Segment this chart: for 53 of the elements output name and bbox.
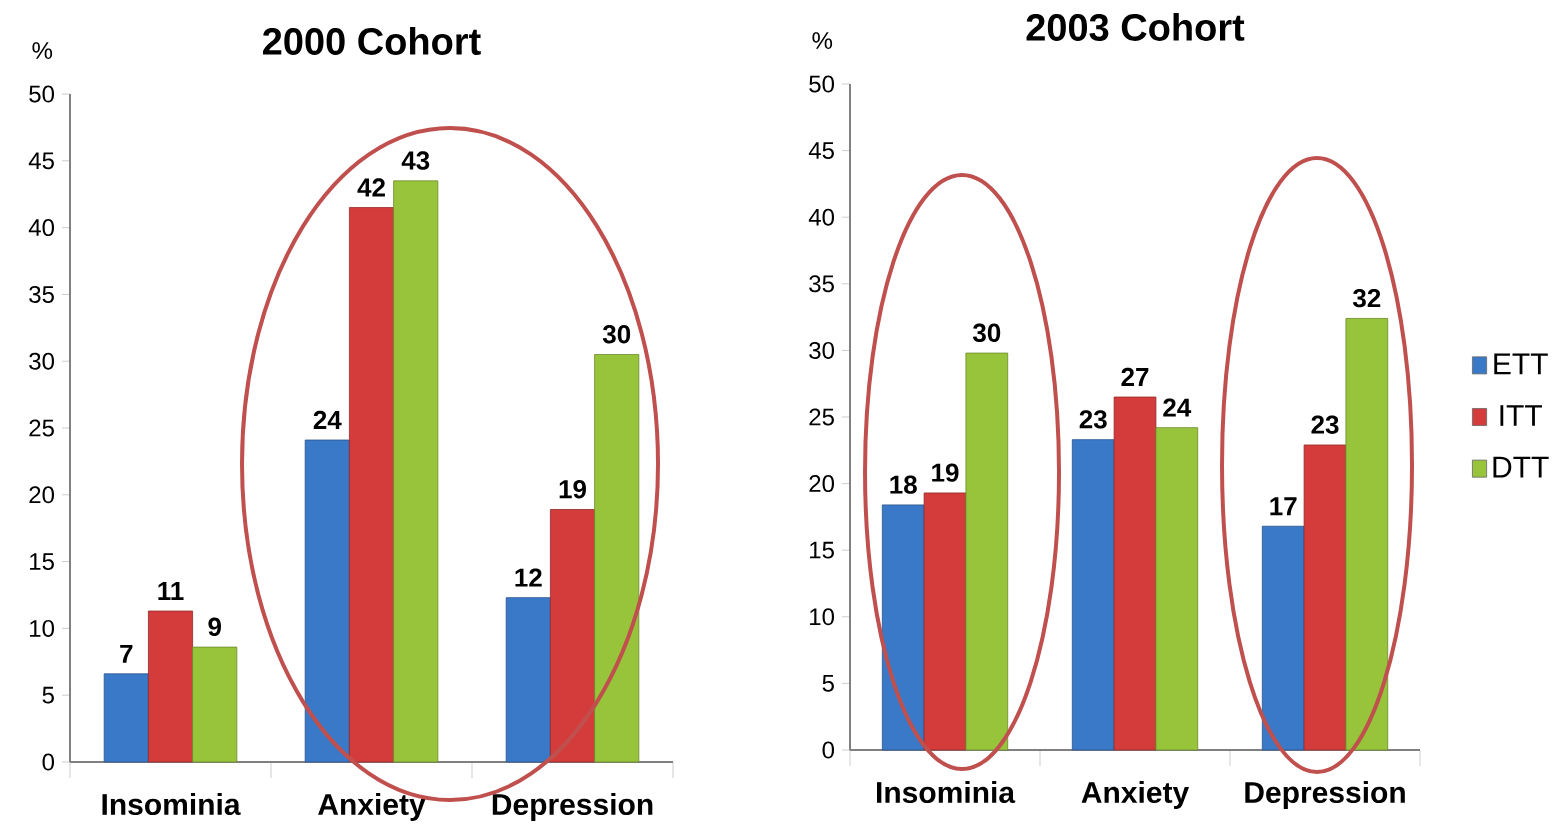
data-label: 30 <box>602 325 631 344</box>
data-label: 19 <box>559 480 586 499</box>
y-tick-label: 35 <box>809 275 834 293</box>
data-label: 12 <box>515 568 542 587</box>
y-tick-label: 45 <box>28 152 54 170</box>
y-tick-label: 15 <box>30 553 54 570</box>
data-label: 24 <box>1163 398 1192 417</box>
legend-label: ETT <box>1494 353 1548 375</box>
y-tick-label: 5 <box>822 675 834 692</box>
y-tick-label: 30 <box>29 352 55 370</box>
x-tick-label: Anxiety <box>318 793 426 822</box>
y-tick-label: 10 <box>30 619 55 637</box>
y-tick-label: 30 <box>809 341 835 359</box>
data-label: 42 <box>357 178 385 197</box>
y-tick-label: 0 <box>42 753 55 771</box>
x-tick-label: Depression <box>1245 781 1405 810</box>
chart-title: 2000 Cohort <box>263 27 481 55</box>
y-axis-title: % <box>812 32 833 49</box>
y-tick-label: 45 <box>808 142 834 159</box>
y-tick-label: 50 <box>29 85 55 103</box>
data-label: 32 <box>1352 288 1381 308</box>
data-label: 11 <box>158 582 184 600</box>
legend-label: ITT <box>1500 405 1542 426</box>
data-label: 43 <box>401 151 430 170</box>
data-label: 7 <box>120 644 133 663</box>
y-axis-title: % <box>32 42 53 59</box>
y-tick-label: 35 <box>29 285 54 303</box>
data-label: 23 <box>1311 415 1339 434</box>
data-label: 23 <box>1079 410 1107 429</box>
data-label: 30 <box>972 323 1001 342</box>
y-tick-label: 10 <box>810 608 835 626</box>
y-tick-label: 25 <box>809 408 834 426</box>
y-tick-label: 20 <box>809 475 835 493</box>
x-tick-label: Depression <box>492 793 653 822</box>
y-tick-label: 50 <box>809 75 835 93</box>
x-tick-label: Insominia <box>877 781 1016 804</box>
chart-title: 2003 Cohort <box>1026 12 1245 41</box>
x-tick-label: Anxiety <box>1081 781 1190 810</box>
data-label: 9 <box>208 617 221 637</box>
data-label: 24 <box>313 410 342 429</box>
y-tick-label: 40 <box>808 208 835 226</box>
y-tick-label: 0 <box>822 741 835 759</box>
data-label: 18 <box>890 475 917 494</box>
x-tick-label: Insominia <box>102 793 241 816</box>
y-tick-label: 40 <box>28 219 55 237</box>
data-label: 19 <box>932 463 959 482</box>
legend-label: DTT <box>1493 456 1549 478</box>
y-tick-label: 25 <box>29 419 54 437</box>
y-tick-label: 5 <box>42 686 54 704</box>
data-label: 27 <box>1121 367 1149 386</box>
y-tick-label: 15 <box>810 541 834 559</box>
data-label: 17 <box>1270 497 1297 516</box>
y-tick-label: 20 <box>29 486 55 504</box>
